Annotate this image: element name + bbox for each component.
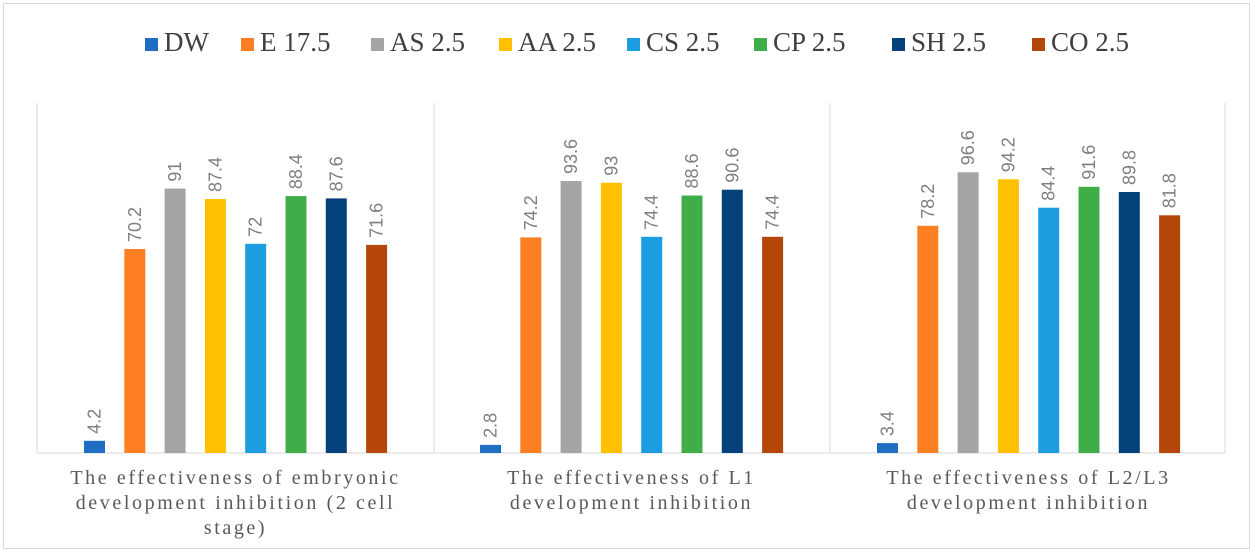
category-label-2-line-0: The effectiveness of L2/L3 bbox=[886, 467, 1170, 489]
bar-0-6 bbox=[325, 198, 347, 453]
bar-0-0 bbox=[84, 440, 105, 453]
category-label-2-line-1: development inhibition bbox=[907, 492, 1150, 514]
bar-0-5 bbox=[285, 196, 307, 453]
data-label-0-5: 88.4 bbox=[286, 154, 306, 189]
data-label-2-6: 89.8 bbox=[1119, 150, 1139, 185]
data-label-1-6: 90.6 bbox=[722, 148, 742, 183]
category-label-1-line-1: development inhibition bbox=[510, 492, 753, 514]
category-label-0-line-0: The effectiveness of embryonic bbox=[70, 467, 400, 489]
bar-0-7 bbox=[366, 244, 388, 453]
data-label-2-5: 91.6 bbox=[1079, 145, 1099, 180]
legend-label-0: DW bbox=[164, 27, 209, 57]
data-label-1-1: 74.2 bbox=[521, 195, 541, 230]
bar-2-0 bbox=[877, 443, 898, 453]
data-label-2-2: 96.6 bbox=[958, 130, 978, 165]
bar-2-7 bbox=[1159, 215, 1181, 453]
legend-swatch-2 bbox=[371, 38, 384, 51]
legend-label-2: AS 2.5 bbox=[390, 27, 465, 57]
legend-swatch-1 bbox=[241, 38, 254, 51]
legend-swatch-7 bbox=[1032, 38, 1045, 51]
data-label-0-3: 87.4 bbox=[205, 157, 225, 192]
legend-swatch-0 bbox=[145, 38, 158, 51]
bar-0-4 bbox=[245, 243, 267, 453]
legend-label-5: CP 2.5 bbox=[773, 27, 846, 57]
data-label-0-0: 4.2 bbox=[85, 409, 105, 434]
data-label-1-0: 2.8 bbox=[481, 413, 501, 438]
legend-label-6: SH 2.5 bbox=[911, 27, 986, 57]
category-label-0-line-2: stage) bbox=[204, 517, 267, 539]
bar-0-3 bbox=[204, 199, 226, 453]
legend-swatch-5 bbox=[754, 38, 767, 51]
data-label-1-5: 88.6 bbox=[682, 153, 702, 188]
legend-swatch-6 bbox=[892, 38, 905, 51]
legend-swatch-4 bbox=[627, 38, 640, 51]
data-label-0-7: 71.6 bbox=[367, 203, 387, 238]
bar-2-2 bbox=[957, 172, 979, 454]
data-label-1-4: 74.4 bbox=[642, 195, 662, 230]
bar-2-5 bbox=[1078, 186, 1100, 454]
data-label-2-3: 94.2 bbox=[998, 137, 1018, 172]
bar-1-4 bbox=[641, 236, 663, 453]
data-label-1-2: 93.6 bbox=[561, 139, 581, 174]
bar-0-2 bbox=[164, 188, 186, 453]
data-label-1-7: 74.4 bbox=[763, 195, 783, 230]
legend-label-4: CS 2.5 bbox=[646, 27, 720, 57]
data-label-0-2: 91 bbox=[165, 162, 185, 182]
bar-1-2 bbox=[560, 181, 582, 453]
legend-label-7: CO 2.5 bbox=[1051, 27, 1129, 57]
plot-area: 4.2 70.2 91 87.4 72 88.4 87.6 71.6 The effective… bbox=[36, 103, 1226, 539]
bar-2-1 bbox=[917, 225, 939, 453]
bar-2-4 bbox=[1038, 207, 1060, 453]
category-label-0-line-1: development inhibition (2 cell bbox=[76, 492, 396, 514]
bar-1-0 bbox=[480, 444, 501, 453]
data-label-0-4: 72 bbox=[246, 217, 266, 237]
bar-2-6 bbox=[1118, 192, 1140, 453]
legend: DW E 17.5 AS 2.5 AA 2.5 CS 2.5 CP 2.5 SH 2.5 CO… bbox=[145, 27, 1129, 57]
data-label-0-6: 87.6 bbox=[326, 156, 346, 191]
category-label-1-line-0: The effectiveness of L1 bbox=[507, 467, 756, 489]
bar-1-7 bbox=[762, 236, 784, 453]
data-label-1-3: 93 bbox=[601, 156, 621, 176]
legend-label-3: AA 2.5 bbox=[518, 27, 596, 57]
data-label-2-0: 3.4 bbox=[878, 411, 898, 436]
legend-label-1: E 17.5 bbox=[260, 27, 331, 57]
bar-1-1 bbox=[520, 237, 542, 453]
bar-1-6 bbox=[721, 189, 743, 453]
bar-2-3 bbox=[997, 179, 1019, 454]
data-label-2-1: 78.2 bbox=[918, 184, 938, 219]
data-label-2-4: 84.4 bbox=[1039, 166, 1059, 201]
bar-1-5 bbox=[681, 195, 703, 453]
legend-swatch-3 bbox=[499, 38, 512, 51]
bar-0-1 bbox=[124, 249, 146, 453]
data-label-0-1: 70.2 bbox=[125, 207, 145, 242]
bar-1-3 bbox=[600, 182, 622, 453]
data-label-2-7: 81.8 bbox=[1160, 173, 1180, 208]
